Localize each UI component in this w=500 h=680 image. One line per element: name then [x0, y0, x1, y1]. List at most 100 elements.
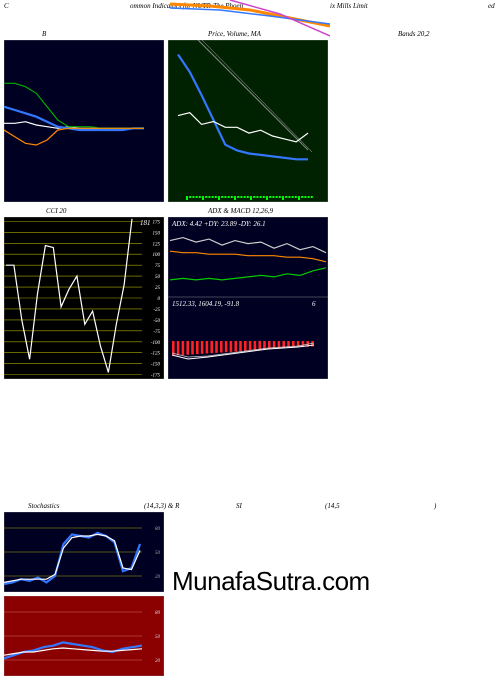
volume-bar [234, 196, 236, 200]
cci-last-value: 181 [140, 219, 151, 227]
volume-bar [253, 196, 256, 198]
tick-label: -75 [153, 330, 160, 335]
volume-bar [240, 196, 243, 198]
adx-readout: ADX: 4.42 +DY: 23.89 -DY: 26.1 [171, 220, 266, 228]
watermark: MunafaSutra.com [172, 566, 370, 596]
volume-bar [301, 196, 304, 198]
volume-bar [195, 196, 198, 198]
volume-bar [205, 196, 208, 198]
volume-bar [218, 196, 220, 200]
volume-bar [221, 196, 224, 198]
label-stoch-d: (14,5 [325, 502, 340, 510]
tick-label: -50 [153, 319, 160, 324]
tick-label: 50 [155, 635, 161, 640]
tick-label: 175 [153, 220, 161, 225]
tick-label: 25 [155, 286, 161, 291]
tick-label: 80 [155, 527, 161, 532]
tick-label: 100 [153, 253, 161, 258]
adx-series-1 [169, 250, 327, 263]
macd-bar [196, 341, 199, 355]
volume-bar [282, 196, 284, 200]
tick-label: 75 [155, 264, 161, 269]
label-cci: CCI 20 [46, 207, 67, 215]
volume-bar [256, 196, 259, 198]
macd-bar [176, 341, 180, 356]
volume-bar [246, 196, 249, 198]
macd-bar [172, 341, 175, 356]
cci-panel: 175 150 125 100 75 50 25 0 -25 -50 -75 -100 -125 -150… [4, 217, 164, 379]
tick-label: -25 [153, 308, 160, 313]
tick-label: 20 [155, 575, 161, 580]
macd-bar [253, 341, 257, 351]
tick-label: 20 [155, 659, 161, 664]
volume-bar [288, 196, 291, 198]
volume-bar [298, 196, 300, 200]
macd-bar [224, 341, 228, 353]
label-bands: Bands 20,2 [398, 30, 430, 38]
macd-bar [301, 341, 305, 348]
tick-label: -175 [151, 374, 161, 379]
volume-bar [208, 196, 211, 198]
tick-label: 150 [153, 231, 161, 236]
price-series-1 [177, 112, 309, 143]
volume-bar [259, 196, 262, 198]
adx-panel: ADX: 4.42 +DY: 23.89 -DY: 26.1 [168, 217, 328, 297]
macd-bar [277, 341, 281, 349]
tick-label: -125 [151, 352, 161, 357]
bollinger-series-3 [4, 127, 144, 146]
volume-bar [250, 196, 252, 200]
macd-bar [268, 341, 271, 350]
macd-bar [205, 341, 209, 354]
bollinger-series-1 [4, 105, 144, 132]
volume-bar [266, 196, 268, 200]
tick-label: -150 [151, 363, 161, 368]
header-title-2: ix Mills Limit [330, 2, 368, 10]
price-volume-panel [168, 40, 328, 202]
cci-series-0 [6, 218, 133, 373]
label-stoch-c: SI [236, 502, 242, 510]
label-price-ma: Price, Volume, MA [208, 30, 261, 38]
label-stoch-b: (14,3,3) & R [144, 502, 180, 510]
stochastics-panel: 80 50 20 [4, 512, 164, 592]
tick-label: -100 [151, 341, 161, 346]
volume-bar [227, 196, 230, 198]
volume-bar [211, 196, 214, 198]
tick-label: 0 [158, 297, 161, 302]
volume-bar [186, 196, 188, 200]
volume-bar [278, 196, 281, 198]
rsi-panel: 80 50 20 [4, 596, 164, 676]
macd-bar [311, 341, 314, 347]
tick-label: 125 [153, 242, 161, 247]
header-price-lines [170, 0, 330, 37]
macd-readout: 1512.33, 1604.19, -91.8 [172, 300, 240, 308]
volume-bar [237, 196, 240, 198]
macd-bar [220, 341, 223, 353]
macd-bar [287, 341, 290, 349]
macd-line [171, 344, 315, 360]
header-c: C [4, 2, 9, 10]
macd-bar [181, 341, 185, 356]
macd-bar [244, 341, 247, 351]
adx-series-0 [169, 236, 327, 254]
volume-bar [214, 196, 217, 198]
volume-bar [230, 196, 233, 198]
volume-bar [285, 196, 288, 198]
volume-bar [294, 196, 297, 198]
header-title-3: ed [488, 2, 495, 10]
label-bollinger: B [42, 30, 47, 38]
macd-bar [296, 341, 300, 348]
stoch-series-0 [4, 531, 142, 586]
price-series-0 [177, 53, 308, 161]
macd-panel: 1512.33, 1604.19, -91.8 6 [168, 297, 328, 379]
volume-bar [189, 196, 192, 198]
volume-bar [202, 196, 204, 200]
tick-label: 50 [155, 551, 161, 556]
macd-right-label: 6 [312, 300, 316, 308]
macd-bar [229, 341, 233, 352]
tick-label: 50 [155, 275, 161, 280]
macd-bar [186, 341, 189, 355]
adx-series-2 [169, 267, 327, 281]
volume-bar [262, 196, 265, 198]
volume-bar [224, 196, 227, 198]
label-adx-macd: ADX & MACD 12,26,9 [208, 207, 274, 215]
